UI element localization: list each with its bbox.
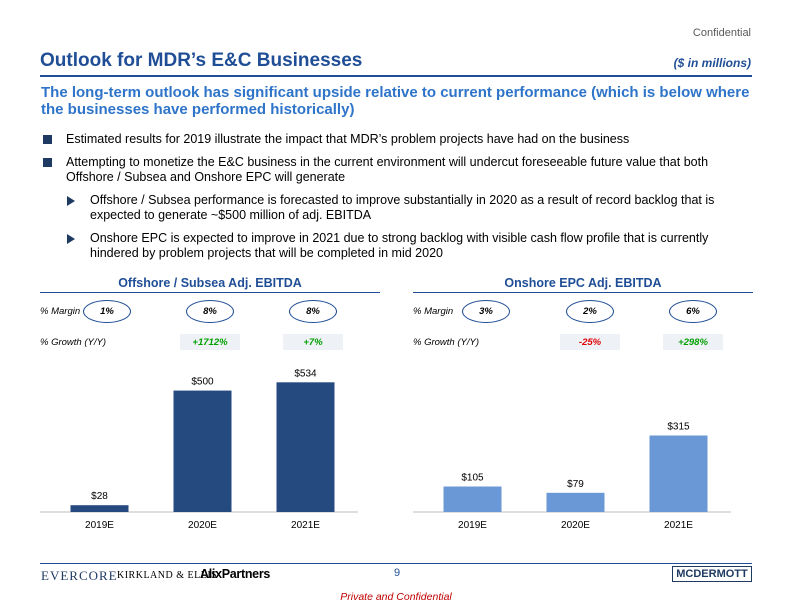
onshore-chart-divider — [413, 292, 753, 293]
category-tick-label: 2020E — [188, 520, 217, 531]
bar-2021E — [276, 382, 335, 512]
onshore-bar-chart: $105 2019E $79 2020E $315 2021E — [413, 422, 731, 531]
category-tick-label: 2021E — [664, 520, 693, 531]
sub-bullet-item: Onshore EPC is expected to improve in 20… — [41, 231, 753, 261]
square-bullet-icon — [43, 158, 52, 167]
sub-bullet-text: Offshore / Subsea performance is forecas… — [90, 193, 715, 222]
bar-2020E — [546, 492, 605, 512]
bullet-item: Attempting to monetize the E&C business … — [41, 155, 753, 185]
bullet-list: Estimated results for 2019 illustrate th… — [41, 132, 753, 269]
sub-bullet-item: Offshore / Subsea performance is forecas… — [41, 193, 753, 223]
bullet-text: Attempting to monetize the E&C business … — [66, 155, 709, 184]
offshore-margin-2019: 1% — [83, 300, 131, 323]
bar-value-label: $28 — [91, 491, 108, 502]
offshore-growth-label: % Growth (Y/Y) — [40, 337, 106, 348]
bar-value-label: $105 — [461, 473, 484, 484]
bar-value-label: $315 — [667, 422, 690, 433]
bullet-text: Estimated results for 2019 illustrate th… — [66, 132, 630, 146]
bar-value-label: $79 — [567, 479, 584, 490]
triangle-bullet-icon — [67, 196, 75, 206]
onshore-margin-label: % Margin — [413, 306, 454, 317]
onshore-growth-2021: +298% — [663, 334, 723, 350]
offshore-bar-chart: $28 2019E $500 2020E $534 2021E — [40, 368, 358, 531]
triangle-bullet-icon — [67, 234, 75, 244]
bar-value-label: $500 — [191, 377, 214, 388]
onshore-margin-2019: 3% — [462, 300, 510, 323]
evercore-logo: EVERCORE — [41, 568, 118, 583]
onshore-growth-2020: -25% — [560, 334, 620, 350]
category-tick-label: 2019E — [85, 520, 114, 531]
offshore-growth-2021: +7% — [283, 334, 343, 350]
page-title: Outlook for MDR’s E&C Businesses — [40, 50, 363, 71]
page-number: 9 — [393, 567, 401, 579]
offshore-margin-label: % Margin — [40, 306, 81, 317]
bar-2020E — [173, 390, 232, 512]
offshore-margin-2020: 8% — [186, 300, 234, 323]
alixpartners-logo: AlixPartners — [200, 567, 271, 581]
category-tick-label: 2019E — [458, 520, 487, 531]
private-confidential-label: Private and Confidential — [340, 591, 452, 603]
bar-value-label: $534 — [294, 368, 317, 379]
mcdermott-logo: MCDERMOTT — [672, 566, 752, 582]
square-bullet-icon — [43, 135, 52, 144]
category-tick-label: 2021E — [291, 520, 320, 531]
bar-2021E — [649, 435, 708, 512]
kirkland-logo: KIRKLAND & ELLIS — [117, 570, 218, 581]
bullet-item: Estimated results for 2019 illustrate th… — [41, 132, 753, 147]
units-note: ($ in millions) — [673, 56, 751, 70]
title-divider — [40, 75, 752, 77]
bar-2019E — [70, 505, 129, 512]
category-tick-label: 2020E — [561, 520, 590, 531]
onshore-margin-2020: 2% — [566, 300, 614, 323]
bar-2019E — [443, 486, 502, 512]
offshore-chart-divider — [40, 292, 380, 293]
onshore-chart-title: Onshore EPC Adj. EBITDA — [504, 276, 662, 290]
confidential-label: Confidential — [692, 27, 751, 39]
offshore-margin-2021: 8% — [289, 300, 337, 323]
offshore-chart-title: Offshore / Subsea Adj. EBITDA — [118, 276, 302, 290]
sub-bullet-text: Onshore EPC is expected to improve in 20… — [90, 231, 709, 260]
onshore-margin-2021: 6% — [669, 300, 717, 323]
footer-divider — [40, 563, 752, 564]
offshore-growth-2020: +1712% — [180, 334, 240, 350]
onshore-growth-label: % Growth (Y/Y) — [413, 337, 479, 348]
page-subtitle: The long-term outlook has significant up… — [41, 84, 750, 118]
